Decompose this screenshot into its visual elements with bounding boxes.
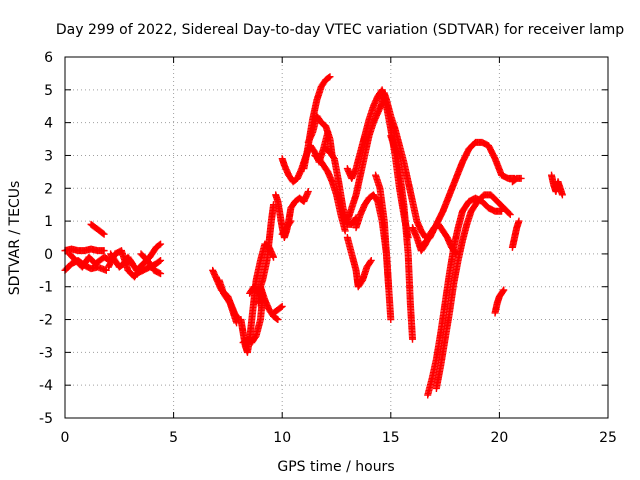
- data-point: [100, 247, 108, 255]
- data-point: [500, 286, 508, 294]
- x-tick-label: 5: [169, 430, 178, 446]
- y-tick-label: 3: [44, 148, 53, 164]
- data-point: [270, 253, 278, 261]
- data-point: [274, 316, 282, 324]
- data-point: [99, 229, 107, 237]
- y-tick-label: 5: [44, 83, 53, 99]
- data-point: [287, 217, 295, 225]
- data-point: [157, 256, 165, 264]
- data-point: [286, 218, 294, 226]
- chart-title: Day 299 of 2022, Sidereal Day-to-day VTE…: [56, 22, 624, 38]
- x-tick-label: 0: [61, 430, 70, 446]
- plot-frame: [64, 56, 609, 419]
- data-point: [341, 227, 349, 235]
- data-point: [155, 257, 163, 265]
- data-point: [506, 211, 514, 219]
- data-point: [304, 188, 312, 196]
- x-tick-label: 25: [599, 430, 617, 446]
- y-axis-label: SDTVAR / TECUs: [7, 181, 23, 296]
- data-point: [277, 303, 285, 311]
- data-point: [326, 73, 334, 81]
- y-tick-label: -3: [39, 345, 53, 361]
- data-point: [387, 316, 395, 324]
- x-tick-label: 15: [382, 430, 400, 446]
- y-tick-label: -4: [39, 378, 53, 394]
- y-tick-label: 0: [44, 247, 53, 263]
- data-point: [367, 256, 375, 264]
- data-point: [558, 191, 566, 199]
- y-tick-label: -5: [39, 411, 53, 427]
- data-point: [366, 258, 374, 266]
- x-tick-label: 20: [490, 430, 508, 446]
- data-point: [385, 283, 393, 291]
- data-point: [499, 287, 507, 295]
- data-point: [157, 240, 165, 248]
- data-point: [278, 302, 286, 310]
- x-axis-label: GPS time / hours: [277, 459, 394, 475]
- data-points: [61, 73, 566, 399]
- y-tick-label: -1: [39, 280, 53, 296]
- data-point: [517, 174, 525, 182]
- y-tick-label: 4: [44, 116, 53, 132]
- data-point: [157, 270, 165, 278]
- x-tick-labels: 0 5 10 15 20 25: [61, 430, 617, 446]
- y-tick-label: 1: [44, 214, 53, 230]
- data-point: [254, 299, 262, 307]
- y-tick-label: 6: [44, 50, 53, 66]
- data-point: [325, 74, 333, 82]
- data-point: [155, 241, 163, 249]
- data-point: [100, 230, 108, 238]
- data-point: [409, 335, 417, 343]
- data-point: [505, 209, 513, 217]
- y-tick-label: -2: [39, 313, 53, 329]
- y-tick-label: 2: [44, 181, 53, 197]
- y-tick-labels: -5 -4 -3 -2 -1 0 1 2 3 4 5 6: [39, 50, 53, 427]
- x-tick-label: 10: [273, 430, 291, 446]
- data-point: [515, 217, 523, 225]
- data-point: [273, 315, 281, 323]
